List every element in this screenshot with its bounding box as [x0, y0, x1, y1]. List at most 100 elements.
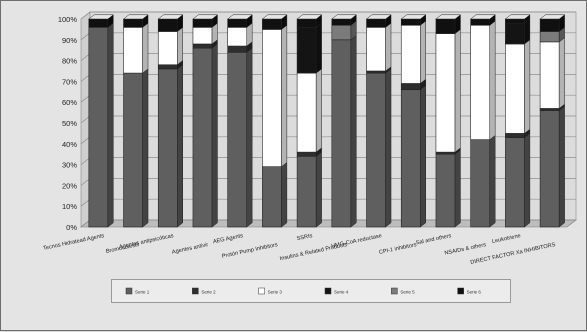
bar-segment-side: [420, 85, 426, 228]
bar-stack: [88, 14, 115, 228]
x-tick-label: Leukotriene: [492, 233, 522, 245]
y-tick-label: 100%: [58, 15, 78, 24]
bar-top: [261, 14, 288, 20]
plot-area: [80, 11, 577, 228]
bar-segment: [123, 27, 143, 74]
legend-label: Serie 1: [135, 290, 150, 295]
bar-segment: [400, 89, 421, 228]
bar-segment: [366, 70, 386, 74]
x-tick-label: Agentes antivir: [171, 242, 209, 256]
bar-segment-side: [142, 22, 149, 74]
bar-segment: [227, 18, 248, 28]
bar-segment: [227, 27, 248, 47]
x-tick-label: SSRIs: [296, 233, 313, 242]
bar-segment: [123, 18, 143, 28]
bar-segment: [400, 18, 421, 26]
bar-segment: [331, 39, 352, 228]
bar-stack: [365, 14, 392, 228]
floor: [80, 219, 577, 228]
legend-label: Serie 2: [201, 290, 216, 295]
legend-swatch: [457, 287, 464, 295]
bar-stack: [400, 14, 427, 228]
legend-swatch: [391, 287, 398, 295]
bar-stack: [226, 14, 253, 228]
bar-segment-side: [489, 20, 496, 141]
bar-segment: [539, 31, 560, 43]
bar-segment-side: [350, 35, 357, 228]
y-tick-label: 40%: [62, 140, 77, 149]
x-tick-label: AEG Agents: [213, 233, 244, 245]
bar-segment: [192, 43, 213, 49]
bar-stack: [192, 14, 219, 228]
bar-segment-side: [177, 64, 183, 228]
bar-top: [331, 14, 358, 20]
legend-label: Serie 5: [400, 290, 415, 295]
bar-segment: [505, 137, 525, 228]
gridline: [80, 11, 576, 20]
bar-segment: [157, 18, 178, 32]
bar-segment-side: [454, 149, 461, 228]
bar-segment: [227, 45, 248, 53]
bar-top: [192, 14, 219, 20]
bar-segment: [296, 27, 317, 74]
bar-segment: [505, 18, 525, 24]
bar-segment: [505, 22, 525, 45]
bar-segment: [227, 51, 248, 228]
bar-stack: [296, 14, 323, 228]
bar-segment: [262, 166, 282, 228]
bar-top: [122, 14, 149, 20]
bar-segment: [470, 139, 491, 228]
bar-stack: [469, 14, 496, 228]
bar-segment: [539, 110, 560, 228]
legend-label: Serie 6: [467, 290, 482, 295]
bar-segment: [435, 18, 456, 34]
bar-segment: [505, 43, 525, 134]
bar-segment: [88, 27, 109, 228]
bar-segment: [296, 155, 317, 228]
bar-segment-side: [489, 134, 496, 228]
bar-segment-side: [281, 161, 288, 228]
bar-segment: [192, 27, 213, 45]
bar-segment: [470, 18, 491, 26]
bar-segment: [539, 41, 560, 109]
bar-segment: [296, 72, 317, 153]
y-tick-label: 10%: [62, 202, 77, 211]
bar-top: [469, 14, 496, 20]
bar-segment-side: [177, 26, 183, 66]
bar-segment-side: [142, 68, 149, 228]
bar-stack: [331, 14, 358, 228]
bar-segment: [157, 31, 178, 66]
bar-segment-side: [524, 132, 531, 228]
bar-segment-side: [315, 68, 322, 153]
bar-segment-side: [558, 105, 565, 228]
y-tick-label: 30%: [62, 161, 77, 170]
x-tick-label: NSAIDs & others: [444, 242, 487, 257]
x-tick-label: Tecnos Hidratead Agents: [43, 233, 105, 252]
bar-segment: [505, 133, 525, 138]
bar-segment: [435, 153, 456, 228]
x-tick-label: Sal and others: [415, 233, 452, 246]
bar-top: [226, 14, 253, 20]
bar-segment-side: [385, 22, 392, 72]
bar-stack: [261, 14, 288, 228]
bar-segment-side: [524, 39, 531, 134]
x-tick-label: Agentes antipsicóticas: [118, 233, 174, 250]
x-tick-label: Protón Pump Inhibitors: [221, 242, 278, 260]
bar-stack: [157, 14, 184, 228]
legend-swatch: [258, 287, 265, 295]
bar-segment: [400, 24, 421, 84]
bar-segment: [470, 24, 491, 140]
bar-segment: [539, 18, 560, 32]
y-tick-label: 60%: [62, 98, 77, 107]
bar-segment-side: [211, 43, 218, 228]
bar-segment: [435, 33, 456, 153]
x-tick-label: CPI-1 inhibitors: [379, 242, 418, 256]
y-tick-label: 0%: [66, 223, 77, 232]
bar-segment-side: [315, 22, 322, 74]
y-tick-label: 50%: [62, 119, 77, 128]
x-tick-label: HMG-CoA reductase: [331, 233, 383, 250]
bar-top: [504, 14, 531, 20]
bar-segment: [88, 18, 109, 28]
bar-segment: [435, 151, 456, 155]
